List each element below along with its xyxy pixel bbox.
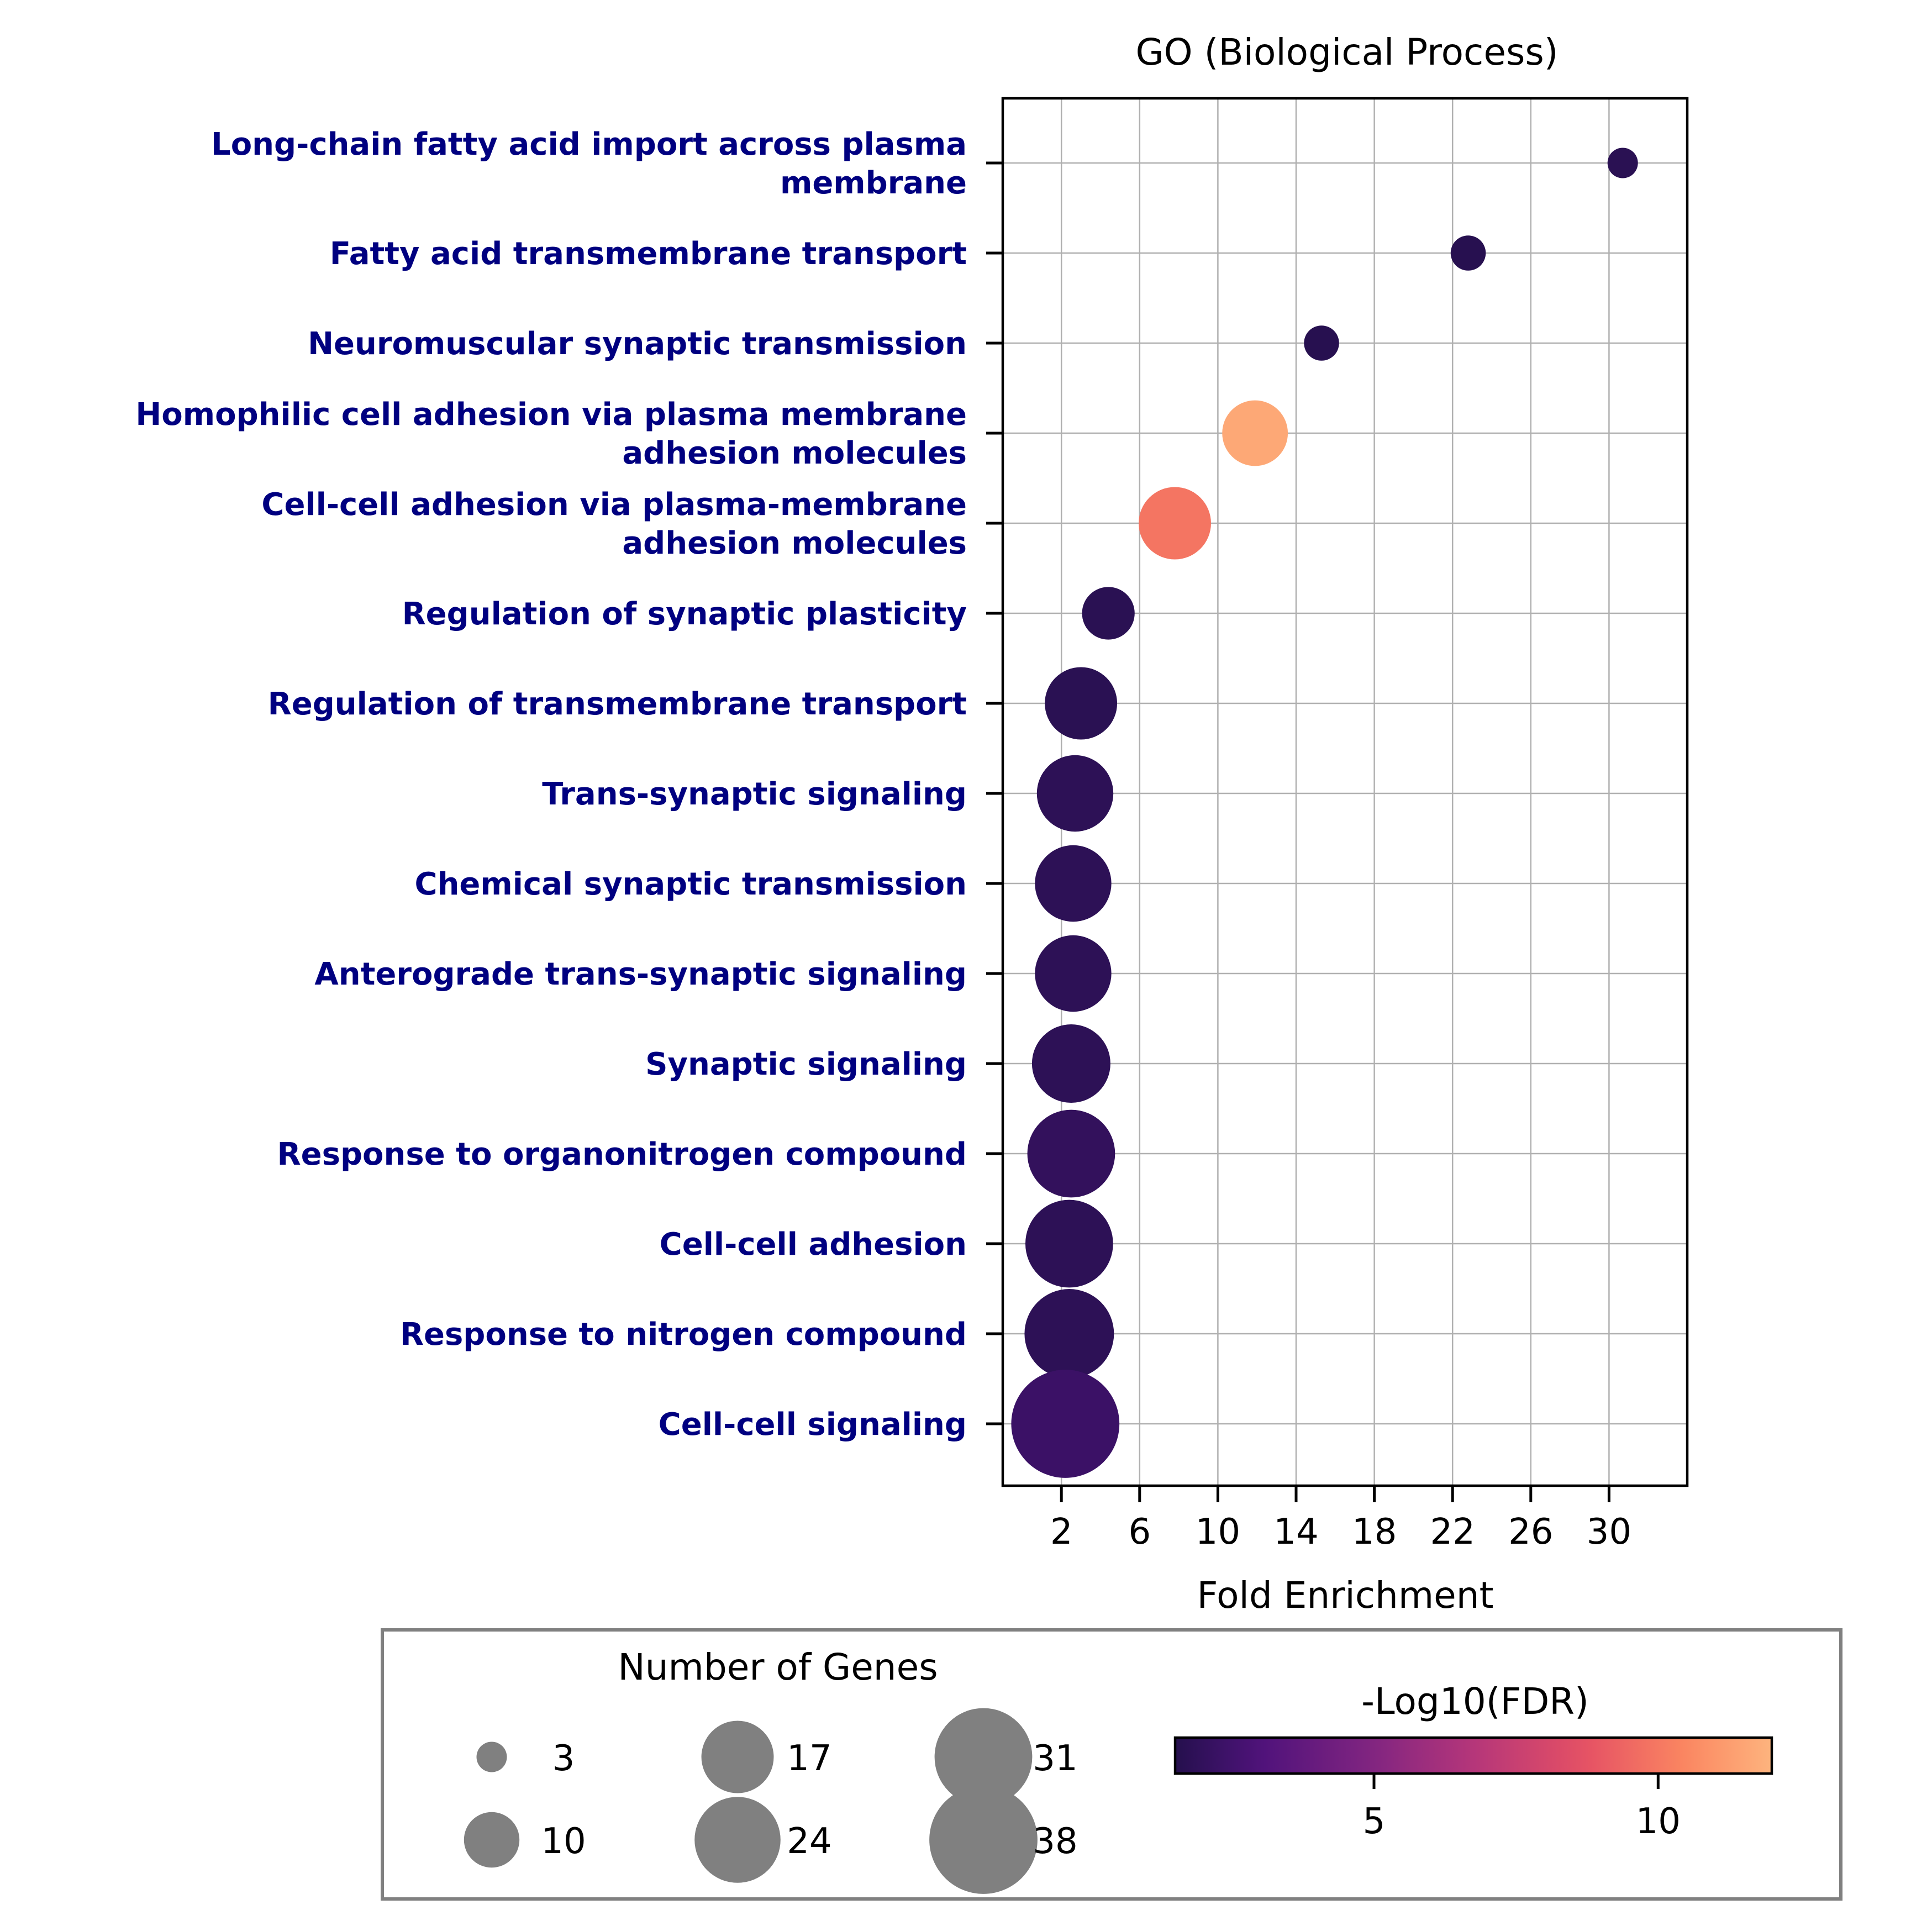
colorbar-tick-label: 5	[1363, 1801, 1386, 1842]
size-legend-marker	[929, 1786, 1038, 1894]
bubble-point	[1607, 148, 1638, 178]
x-tick-label: 30	[1587, 1512, 1631, 1553]
size-legend-title: Number of Genes	[618, 1646, 938, 1688]
size-legend-label: 38	[1033, 1821, 1077, 1862]
colorbar-ticks: 5 10	[1363, 1774, 1681, 1842]
size-legend-marker	[934, 1708, 1033, 1806]
x-tick-label: 6	[1128, 1512, 1151, 1553]
y-tick-label: Anterograde trans-synaptic signaling	[314, 956, 967, 992]
bubble-point	[1025, 1199, 1113, 1288]
size-legend-label: 3	[552, 1738, 575, 1779]
gridlines	[1003, 98, 1687, 1486]
chart-title: GO (Biological Process)	[1136, 31, 1559, 73]
bubble-point	[1045, 667, 1118, 740]
bubble-point	[1082, 587, 1135, 640]
bubble-point	[1031, 1024, 1110, 1103]
y-tick-label: Response to nitrogen compound	[400, 1317, 967, 1353]
x-tick-label: 18	[1352, 1512, 1397, 1553]
y-tick-label: Regulation of synaptic plasticity	[402, 596, 967, 632]
y-tick-label: Response to organonitrogen compound	[277, 1136, 967, 1172]
colorbar-tick-label: 10	[1636, 1801, 1681, 1842]
y-tick-label: Cell-cell adhesion	[660, 1227, 967, 1262]
x-axis: 2 6 10 14 18 22 26 30	[1050, 1486, 1631, 1553]
size-legend-marker	[476, 1741, 507, 1772]
x-tick-label: 10	[1196, 1512, 1240, 1553]
x-tick-label: 22	[1430, 1512, 1475, 1553]
bubble-point	[1027, 1109, 1115, 1198]
y-axis: Long-chain fatty acid import across plas…	[135, 127, 1003, 1443]
size-legend: 3 10 17 24 31 38	[464, 1708, 1078, 1894]
bubble-point	[1139, 487, 1211, 560]
y-tick-label: Cell-cell adhesion via plasma-membrane ad…	[261, 487, 967, 561]
y-tick-label: Fatty acid transmembrane transport	[330, 236, 967, 272]
x-tick-label: 14	[1273, 1512, 1318, 1553]
size-legend-label: 24	[787, 1821, 831, 1862]
bubble-point	[1036, 755, 1114, 832]
y-tick-label: Chemical synaptic transmission	[414, 866, 967, 902]
size-legend-label: 10	[541, 1821, 586, 1862]
y-tick-label: Regulation of transmembrane transport	[268, 686, 967, 722]
size-legend-marker	[464, 1812, 520, 1868]
bubble-point	[1304, 325, 1339, 361]
size-legend-label: 17	[787, 1738, 831, 1779]
bubble-point	[1011, 1370, 1120, 1478]
y-tick-label: Neuromuscular synaptic transmission	[308, 326, 967, 362]
y-tick-label: Trans-synaptic signaling	[542, 776, 967, 812]
colorbar-title: -Log10(FDR)	[1361, 1680, 1589, 1723]
x-axis-label: Fold Enrichment	[1197, 1574, 1494, 1617]
y-tick-label: Homophilic cell adhesion via plasma memb…	[135, 397, 967, 471]
y-tick-label: Long-chain fatty acid import across plas…	[211, 127, 967, 201]
size-legend-label: 31	[1033, 1738, 1077, 1779]
x-tick-label: 26	[1508, 1512, 1553, 1553]
size-legend-marker	[701, 1720, 774, 1793]
colorbar	[1173, 1736, 1773, 1775]
size-legend-marker	[694, 1797, 781, 1883]
x-tick-label: 2	[1050, 1512, 1073, 1553]
y-tick-label: Cell-cell signaling	[659, 1407, 967, 1443]
bubble-point	[1024, 1289, 1114, 1378]
bubble-point	[1222, 400, 1288, 466]
bubble-point	[1450, 235, 1486, 271]
bubble-point	[1035, 845, 1112, 922]
bubble-point	[1035, 935, 1112, 1012]
y-tick-label: Synaptic signaling	[645, 1046, 967, 1082]
data-points	[1011, 148, 1638, 1478]
